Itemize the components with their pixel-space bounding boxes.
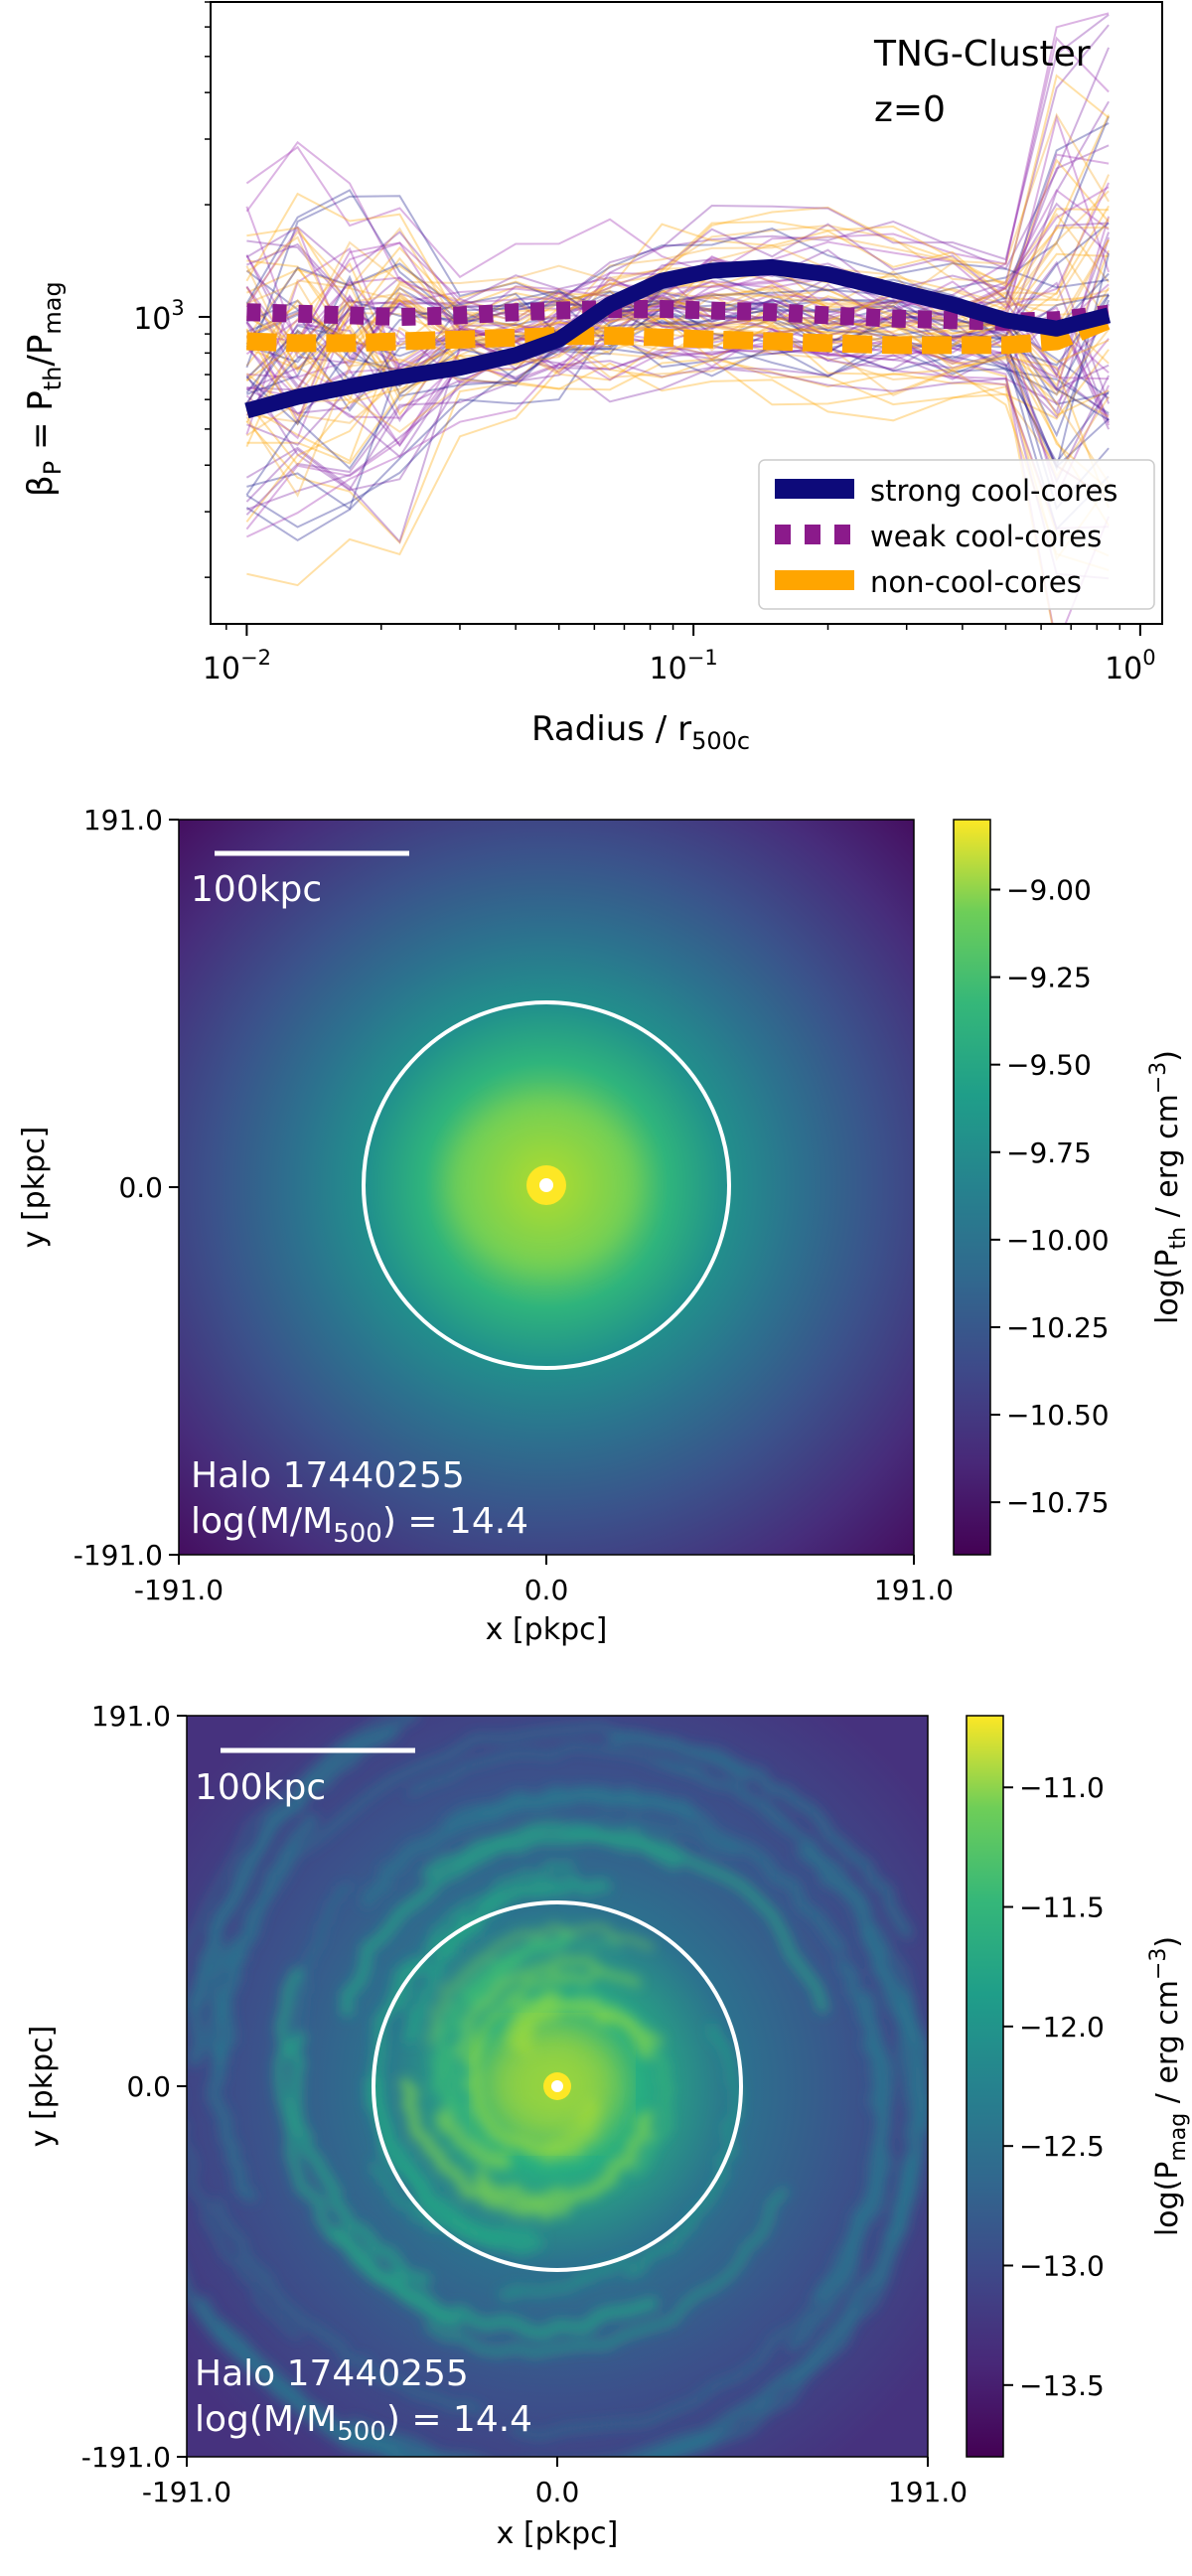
chart-title: TNG-Cluster — [873, 34, 1091, 75]
scale-bar-label: 100kpc — [191, 869, 322, 910]
x-axis-label: Radius / r500c — [531, 709, 750, 755]
halo-profile-line — [246, 294, 1110, 396]
halo-profile-line — [246, 338, 1110, 419]
y-tick-label: 191.0 — [83, 804, 163, 836]
colorbar-tick-label: −9.50 — [1006, 1049, 1092, 1082]
halo-label: Halo 17440255 — [195, 2353, 469, 2394]
halo-profile-line — [245, 310, 1110, 397]
y-tick-label: 0.0 — [118, 1171, 163, 1204]
colorbar-tick-label: −13.5 — [1019, 2369, 1105, 2402]
legend-box — [758, 459, 1155, 610]
colorbar-ticks: −9.00 −9.25 −9.50 −9.75 −10.00 −10.25 −10.50 −1… — [990, 873, 1110, 1519]
colorbar-tick-label: −10.00 — [1006, 1224, 1110, 1257]
y-axis-label: y [pkpc] — [25, 2026, 60, 2148]
series-line-1 — [246, 300, 1111, 331]
x-ticks: -191.0 0.0 191.0 — [142, 2457, 968, 2508]
colorbar-tick-label: −12.5 — [1019, 2130, 1105, 2163]
plot-frame — [210, 1, 1163, 625]
legend: strong cool-cores weak cool-cores non-co… — [758, 459, 1155, 610]
colorbar-tick-label: −9.25 — [1006, 962, 1092, 994]
x-tick-label: 10−2 — [203, 646, 271, 686]
x-tick-label: 191.0 — [874, 1574, 954, 1606]
halo-profile-line — [245, 195, 1110, 369]
mass-label: log(M/M500) = 14.4 — [191, 1501, 528, 1549]
colorbar — [966, 1715, 1004, 2458]
mass-label: log(M/M500) = 14.4 — [195, 2399, 532, 2447]
halo-profile-line — [246, 325, 1110, 448]
y-ticks: 191.0 0.0 -191.0 — [74, 804, 179, 1572]
heatmap-image — [187, 1716, 928, 2457]
x-tick-label: 0.0 — [535, 2476, 580, 2508]
core-emission — [450, 1100, 639, 1269]
x-tick-label: 100 — [1105, 646, 1156, 686]
colorbar-ticks: −11.0 −11.5 −12.0 −12.5 −13.0 −13.5 — [1003, 1771, 1105, 2402]
y-ticks: 191.0 0.0 -191.0 — [81, 1700, 187, 2474]
beta-profile-panel: 10−2 10−1 100 103 TNG-Cluster z=0 Radius / … — [0, 0, 1192, 755]
halo-profile-line — [246, 356, 1110, 580]
median-series-lines — [244, 258, 1113, 419]
x-tick-label: -191.0 — [134, 1574, 224, 1606]
colorbar-tick-label: −12.0 — [1019, 2011, 1105, 2044]
halo-profile-line — [245, 24, 1110, 326]
halo-profile-line — [245, 286, 1110, 418]
colorbar-tick-label: −9.00 — [1006, 873, 1092, 906]
halo-profile-line — [245, 332, 1110, 544]
x-tick-label: 191.0 — [888, 2476, 968, 2508]
beta-profile-chart: 10−2 10−1 100 103 TNG-Cluster z=0 Radius / … — [21, 1, 1163, 755]
y-axis-label: y [pkpc] — [17, 1127, 52, 1249]
colorbar-tick-label: −10.25 — [1006, 1311, 1110, 1344]
scale-bar-label: 100kpc — [195, 1767, 326, 1808]
y-axis-label: βP = Pth/Pmag — [21, 281, 67, 497]
thermal-pressure-map: 100kpc Halo 17440255 log(M/M500) = 14.4 … — [17, 804, 1191, 1647]
x-axis-label: x [pkpc] — [486, 1612, 608, 1647]
colorbar-tick-label: −11.0 — [1019, 1771, 1105, 1804]
y-tick-label: 103 — [133, 296, 185, 337]
colorbar-tick-label: −11.5 — [1019, 1892, 1105, 1924]
halo-profile-line — [245, 260, 1111, 459]
legend-label-non: non-cool-cores — [870, 565, 1082, 599]
halo-profile-line — [246, 14, 1110, 391]
colorbar-tick-label: −9.75 — [1006, 1136, 1092, 1169]
y-tick-label: 191.0 — [91, 1700, 171, 1733]
halo-profile-line — [246, 144, 1110, 391]
x-tick-label: 0.0 — [524, 1574, 569, 1606]
chart-subtitle: z=0 — [874, 89, 946, 130]
legend-label-weak: weak cool-cores — [870, 520, 1102, 553]
halo-profile-line — [245, 358, 1110, 557]
colorbar-tick-label: −13.0 — [1019, 2249, 1105, 2282]
y-tick-label: -191.0 — [74, 1539, 163, 1572]
r500-circle — [372, 1900, 743, 2272]
magnetic-pressure-panel: 100kpc Halo 17440255 log(M/M500) = 14.4 … — [0, 1669, 1192, 2576]
colorbar-label: log(Pth / erg cm−3) — [1146, 1050, 1191, 1324]
x-axis-label: x [pkpc] — [497, 2516, 619, 2551]
halo-profile-line — [245, 291, 1110, 541]
x-ticks: -191.0 0.0 191.0 — [134, 1555, 954, 1606]
series-line-0 — [244, 258, 1112, 419]
x-tick-label: -191.0 — [142, 2476, 231, 2508]
legend-label-strong: strong cool-cores — [870, 474, 1118, 508]
halo-profile-line — [245, 47, 1111, 414]
halo-label: Halo 17440255 — [191, 1455, 465, 1496]
colorbar — [953, 819, 991, 1556]
series-line-2 — [246, 311, 1113, 355]
thermal-pressure-panel: 100kpc Halo 17440255 log(M/M500) = 14.4 … — [0, 755, 1192, 1669]
halo-profile-line — [245, 36, 1110, 279]
halo-profile-line — [246, 213, 1110, 423]
y-tick-label: -191.0 — [81, 2441, 171, 2474]
colorbar-tick-label: −10.75 — [1006, 1486, 1110, 1519]
halo-profile-line — [245, 236, 1111, 492]
halo-profile-line — [245, 112, 1110, 409]
x-tick-label: 10−1 — [650, 646, 718, 686]
colorbar-tick-label: −10.50 — [1006, 1399, 1110, 1432]
magnetic-pressure-map: 100kpc Halo 17440255 log(M/M500) = 14.4 … — [25, 1700, 1191, 2551]
y-tick-label: 0.0 — [126, 2070, 171, 2103]
r500-circle — [362, 1000, 731, 1370]
colorbar-label: log(Pmag / erg cm−3) — [1146, 1936, 1191, 2236]
